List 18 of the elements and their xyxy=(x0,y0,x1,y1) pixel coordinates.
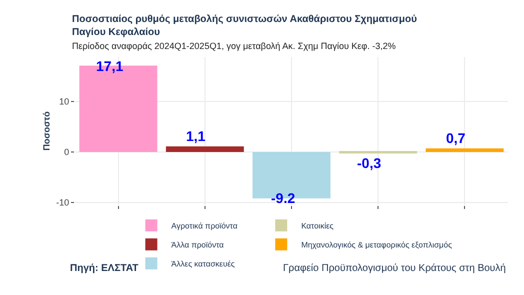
data-label: -0,3 xyxy=(357,155,382,171)
text: Πηγή: ΕΛΣΤΑΤ xyxy=(70,263,138,274)
data-label: 17,1 xyxy=(96,58,124,74)
data-label: -9.2 xyxy=(271,190,296,206)
y-tick-label: -10 xyxy=(56,198,70,208)
y-axis-title: Ποσοστό xyxy=(42,110,52,151)
text: Γραφείο Προϋπολογισμού του Κράτους στη Βουλή xyxy=(283,263,506,274)
chart-title: Ποσοστιαίος ρυθμός μεταβολής συνιστωσών Ακαθάριστου Σχηματισμού Παγίου Κεφαλαίου xyxy=(72,14,418,38)
legend-label: Άλλα προϊόντα xyxy=(171,240,224,250)
y-tick-label: 0 xyxy=(64,147,70,158)
legend-label: Κατοικίες xyxy=(301,222,334,231)
legend-label: Άλλες κατασκευές xyxy=(171,260,235,269)
data-label: 0,7 xyxy=(446,130,466,146)
y-tick-label: 10 xyxy=(59,96,70,107)
data-label: 1,1 xyxy=(186,128,206,144)
legend-label: Μηχανολογικός & μεταφορικός εξοπλισμός xyxy=(301,240,452,250)
chart-subtitle: Περίοδος αναφοράς 2024Q1-2025Q1, γογ μεταβολή Ακ. Σχημ Παγίου Κεφ. -3,2% xyxy=(72,41,396,51)
legend-label: Αγροτικά προϊόντα xyxy=(171,222,238,231)
